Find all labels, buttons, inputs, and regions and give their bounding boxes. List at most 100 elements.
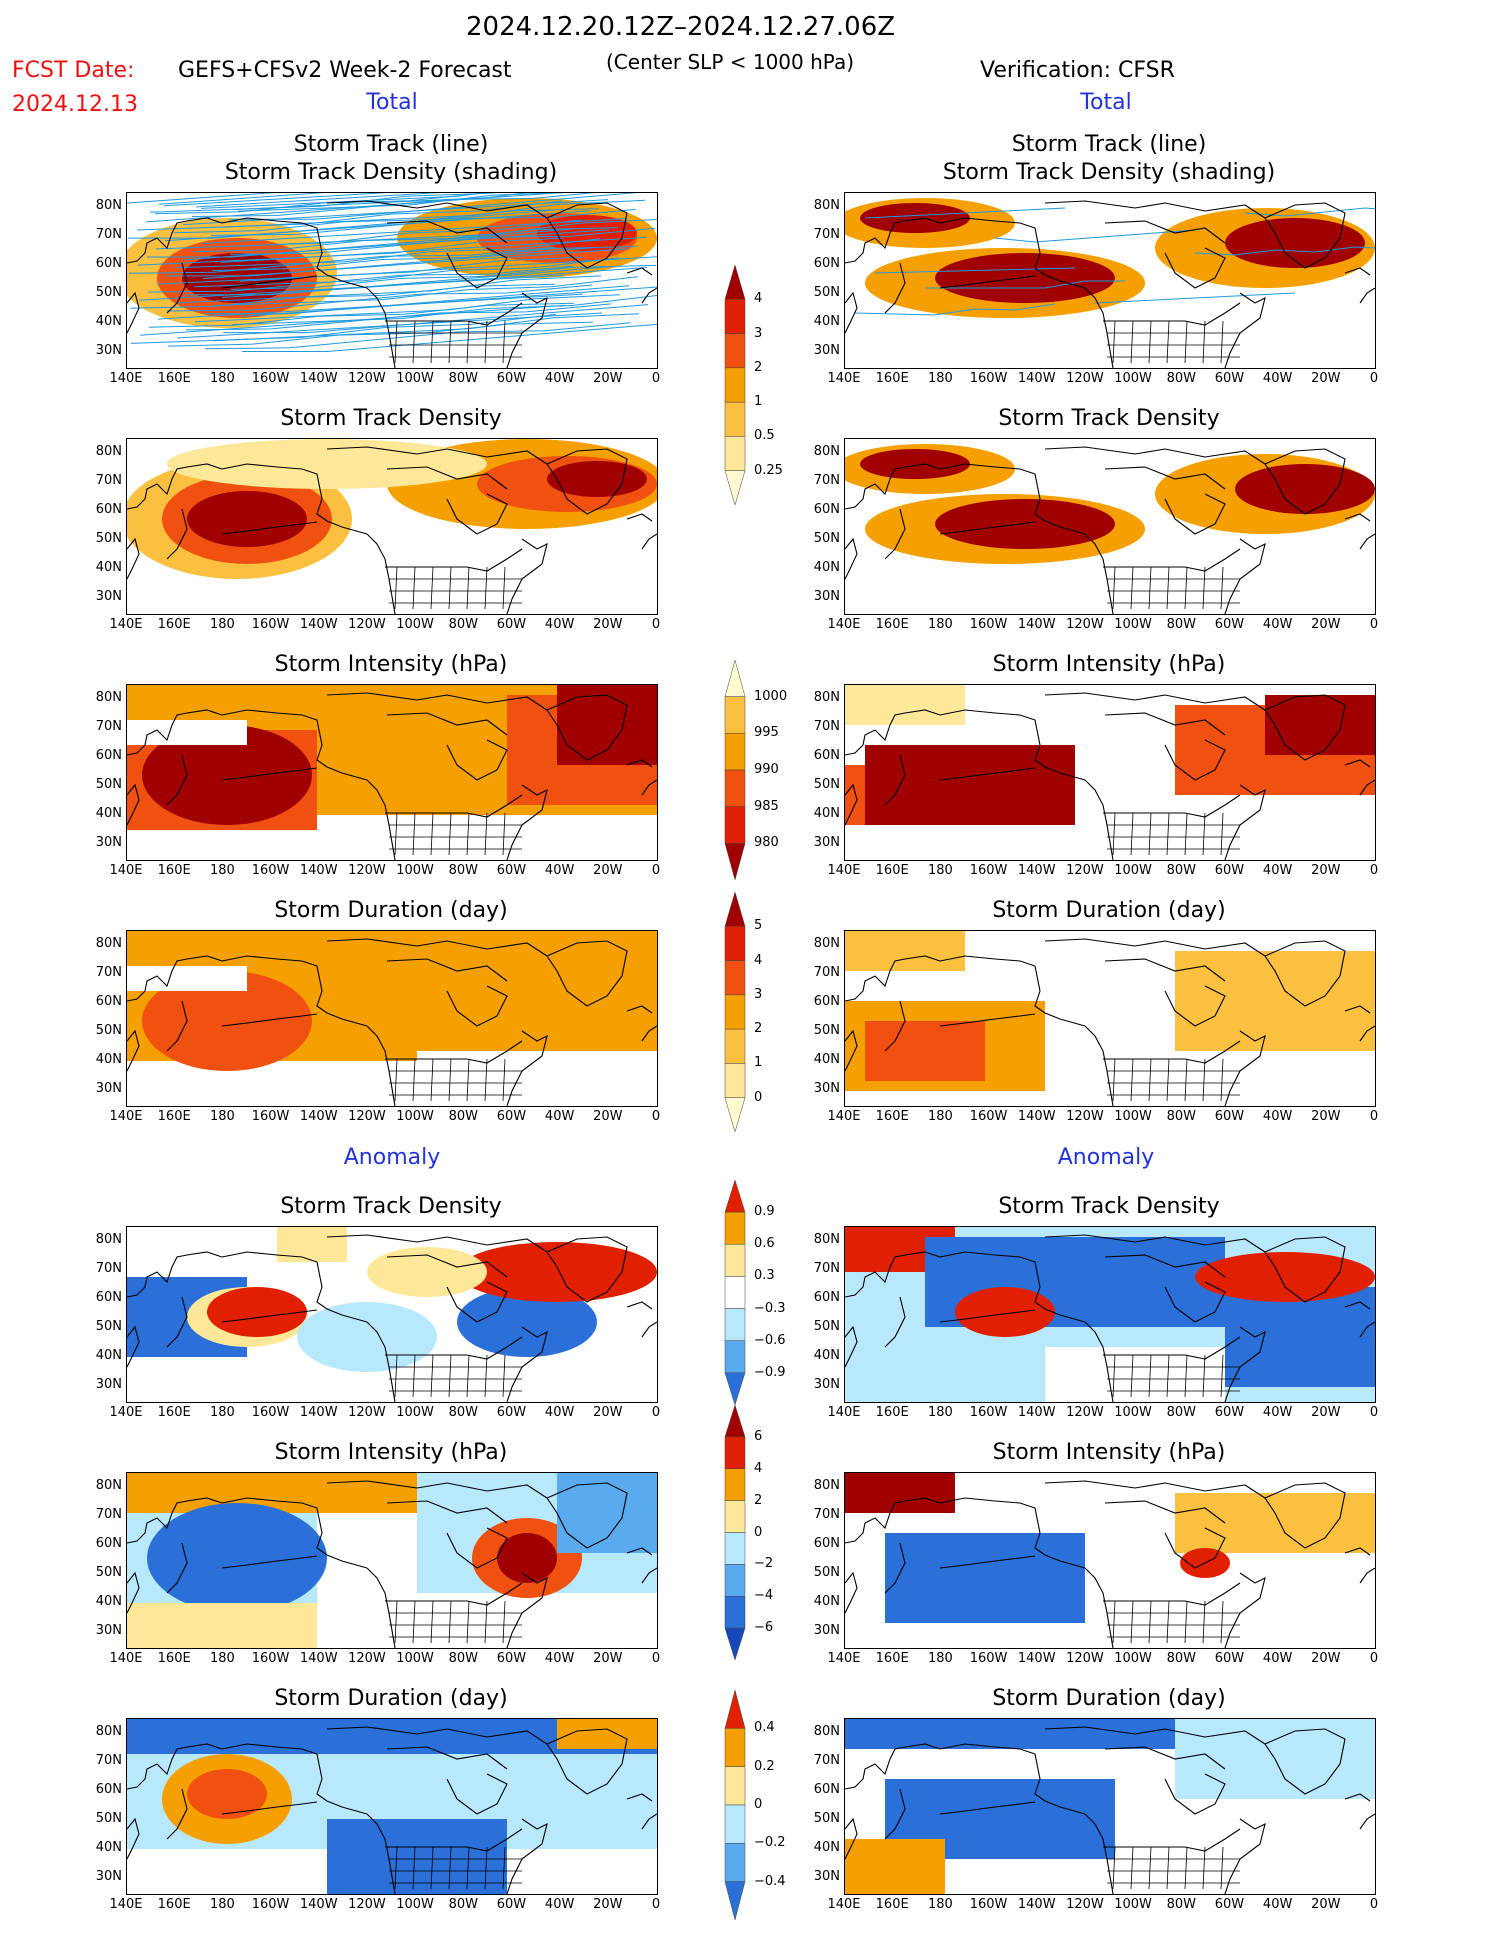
panel-title-right-6-0: Storm Duration (day) (992, 1686, 1226, 1711)
lon-tick-label: 0 (1369, 863, 1379, 878)
lon-tick-label: 0 (651, 1897, 661, 1912)
lat-tick-label: 70N (813, 473, 840, 488)
colorbar-segment (724, 1532, 746, 1565)
lon-tick-label: 160W (251, 1405, 290, 1420)
shade-region (955, 1287, 1055, 1337)
state-boundaries (389, 1600, 522, 1644)
lat-tick-label: 30N (95, 835, 122, 850)
colorbar-tick-label: −4 (754, 1588, 774, 1604)
panel-title-left-2-0: Storm Intensity (hPa) (274, 652, 508, 677)
coastline-outline (127, 446, 657, 614)
coastline-outline (127, 1480, 657, 1648)
lon-tick-label: 140E (827, 1405, 861, 1420)
colorbar-tick-label: 0 (754, 1524, 763, 1540)
section-total-left: Total (366, 90, 418, 115)
lon-tick-label: 0 (1369, 1405, 1379, 1420)
colorbar-tick-label: 2 (754, 359, 763, 375)
colorbar-tick-label: 0.5 (754, 428, 775, 444)
colorbar-segment (724, 1028, 746, 1064)
shade-region (1225, 218, 1365, 268)
lon-tick-label: 180 (209, 1405, 235, 1420)
state-boundaries (389, 320, 522, 364)
lat-tick-label: 70N (813, 965, 840, 980)
shade-region (865, 1021, 985, 1081)
colorbar-intensity-total: 1000 995 990 985 980 (720, 659, 787, 894)
colorbar-tick-label: −0.3 (754, 1300, 786, 1316)
panel-title-left-3-0: Storm Duration (day) (274, 898, 508, 923)
lon-tick-label: 60W (496, 863, 527, 878)
shade-region (845, 1473, 955, 1513)
lon-tick-label: 80W (1166, 1651, 1196, 1666)
coastline-outline (127, 200, 657, 368)
lon-tick-label: 60W (1214, 1897, 1245, 1912)
lat-tick-label: 40N (95, 806, 122, 821)
lon-tick-label: 0 (651, 1109, 661, 1124)
lat-tick-label: 30N (95, 589, 122, 604)
lat-tick-label: 80N (95, 1232, 122, 1247)
lat-tick-label: 50N (95, 777, 122, 792)
colorbar-segment (724, 299, 746, 334)
map-panel-left-2 (126, 684, 658, 861)
colorbar-tick-label: −0.2 (754, 1835, 786, 1851)
lon-tick-label: 20W (1311, 1651, 1341, 1666)
lat-tick-label: 80N (813, 936, 840, 951)
lon-tick-label: 100W (1114, 1109, 1152, 1124)
lon-tick-label: 120W (348, 1651, 386, 1666)
lat-tick-label: 40N (813, 1840, 840, 1855)
shade-region (497, 1533, 557, 1583)
lon-tick-label: 0 (651, 1405, 661, 1420)
lon-tick-label: 140E (109, 1109, 143, 1124)
map-panel-right-4 (844, 1226, 1376, 1403)
lon-tick-label: 40W (1262, 1405, 1293, 1420)
lon-tick-label: 140W (1017, 1405, 1056, 1420)
lon-tick-label: 100W (396, 371, 434, 386)
lon-tick-label: 0 (651, 863, 661, 878)
lon-tick-label: 160W (969, 1651, 1008, 1666)
lat-tick-label: 70N (813, 227, 840, 242)
lon-tick-label: 120W (1066, 1897, 1104, 1912)
verification-label: Verification: CFSR (980, 58, 1175, 83)
lat-tick-label: 30N (95, 1623, 122, 1638)
shade-region (557, 685, 657, 765)
lat-tick-label: 70N (813, 719, 840, 734)
lon-tick-label: 160W (969, 1109, 1008, 1124)
colorbar-tick-label: 995 (754, 725, 779, 741)
colorbar-segment (724, 1881, 746, 1921)
panel-title-right-1-0: Storm Track Density (998, 406, 1220, 431)
shade-region (557, 1473, 657, 1553)
panel-title-left-0-0: Storm Track (line) (293, 132, 489, 157)
lat-tick-label: 40N (813, 1052, 840, 1067)
shade-region (127, 966, 247, 991)
colorbar-segment (724, 1211, 746, 1245)
colorbar-tick-label: −6 (754, 1620, 774, 1636)
lon-tick-label: 160E (875, 1651, 909, 1666)
lat-tick-label: 60N (813, 1536, 840, 1551)
lat-tick-label: 70N (95, 965, 122, 980)
lon-tick-label: 160E (875, 1405, 909, 1420)
lat-tick-label: 80N (813, 198, 840, 213)
lat-tick-label: 40N (95, 314, 122, 329)
colorbar-segment (724, 1564, 746, 1597)
lon-tick-label: 180 (209, 863, 235, 878)
lon-tick-label: 80W (448, 863, 478, 878)
lat-tick-label: 30N (95, 343, 122, 358)
lat-tick-label: 80N (813, 1232, 840, 1247)
colorbar-tick-label: −2 (754, 1556, 774, 1572)
lat-tick-label: 30N (813, 1081, 840, 1096)
state-boundaries (389, 566, 522, 610)
colorbar-segment (724, 1766, 746, 1806)
shade-region (277, 1227, 347, 1262)
lon-tick-label: 20W (593, 617, 623, 632)
shade-region (845, 765, 865, 825)
lon-tick-label: 140W (299, 863, 338, 878)
map-panel-right-0 (844, 192, 1376, 369)
shade-region (297, 1302, 437, 1372)
lon-tick-label: 140W (299, 1651, 338, 1666)
lon-tick-label: 160E (157, 1897, 191, 1912)
lat-tick-label: 70N (95, 1261, 122, 1276)
state-boundaries (1107, 320, 1240, 364)
lon-tick-label: 160W (251, 1897, 290, 1912)
lon-tick-label: 140W (299, 371, 338, 386)
section-anomaly-right: Anomaly (1057, 1145, 1155, 1170)
colorbar-tick-label: −0.6 (754, 1332, 786, 1348)
